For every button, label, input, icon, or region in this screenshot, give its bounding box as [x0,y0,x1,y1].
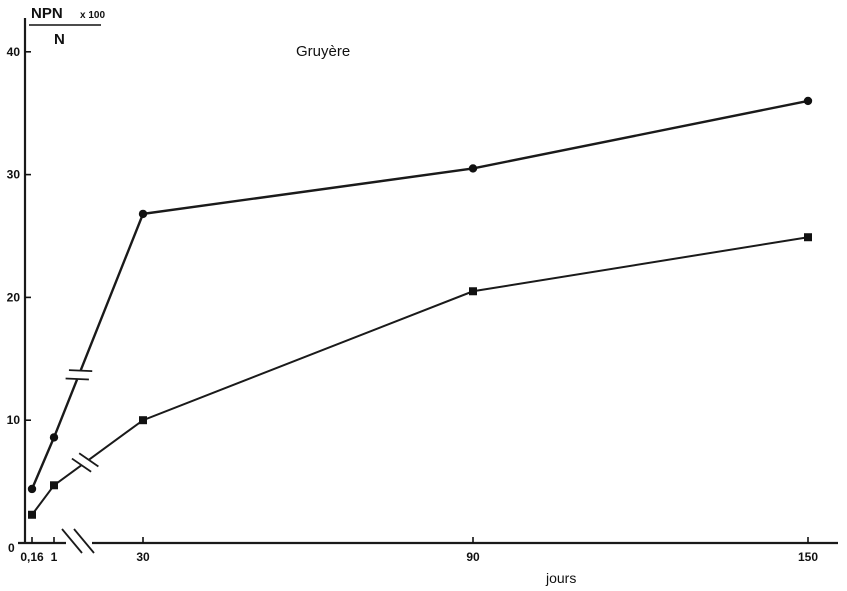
y-ticks: 10 20 30 40 [7,45,31,427]
series-2-break-mark-2 [78,452,99,468]
series-1-point-0 [27,484,37,494]
series-2-point-3 [469,287,477,296]
series-1 [27,96,813,494]
y-tick-label-40: 40 [7,45,21,59]
series-1-point-3 [468,164,478,173]
x-tick-label-3: 90 [466,550,480,564]
series-2 [28,233,812,519]
origin-label: 0 [8,541,15,555]
series-2-point-0 [28,510,36,519]
series-2-point-1 [50,481,58,490]
x-axis-break [61,528,95,554]
series-2-point-4 [804,233,812,242]
series-1-line [30,99,809,490]
x-ticks: 0,16 1 30 90 150 [20,537,818,564]
x-axis-break-mark-1 [61,528,83,554]
y-axis-label: NPN x 100 N [29,5,105,48]
series-group [27,96,813,519]
x-tick-label-4: 150 [798,550,818,564]
y-tick-label-10: 10 [7,413,21,427]
series-1-point-2 [138,209,148,219]
series-2-line [31,236,809,516]
y-tick-label-20: 20 [7,290,21,304]
x-tick-label-2: 30 [136,550,150,564]
series-2-point-2 [139,416,147,425]
x-tick-label-0: 0,16 [20,550,44,564]
series-1-break-mark-1 [65,377,89,381]
series-1-point-1 [49,433,59,442]
axes [18,18,838,545]
y-label-numerator: NPN [31,5,63,22]
y-label-multiplier: x 100 [80,10,105,21]
x-tick-label-1: 1 [51,550,58,564]
series-1-break-mark-2 [68,369,93,373]
series-breaks [65,368,99,473]
x-axis-break-mark-2 [73,528,95,554]
y-tick-label-30: 30 [7,168,21,182]
x-axis-label: jours [545,570,576,586]
series-2-break-mark-1 [71,457,92,473]
chart-title: Gruyère [296,43,350,60]
series-1-point-4 [803,96,813,106]
y-label-denominator: N [54,31,65,48]
